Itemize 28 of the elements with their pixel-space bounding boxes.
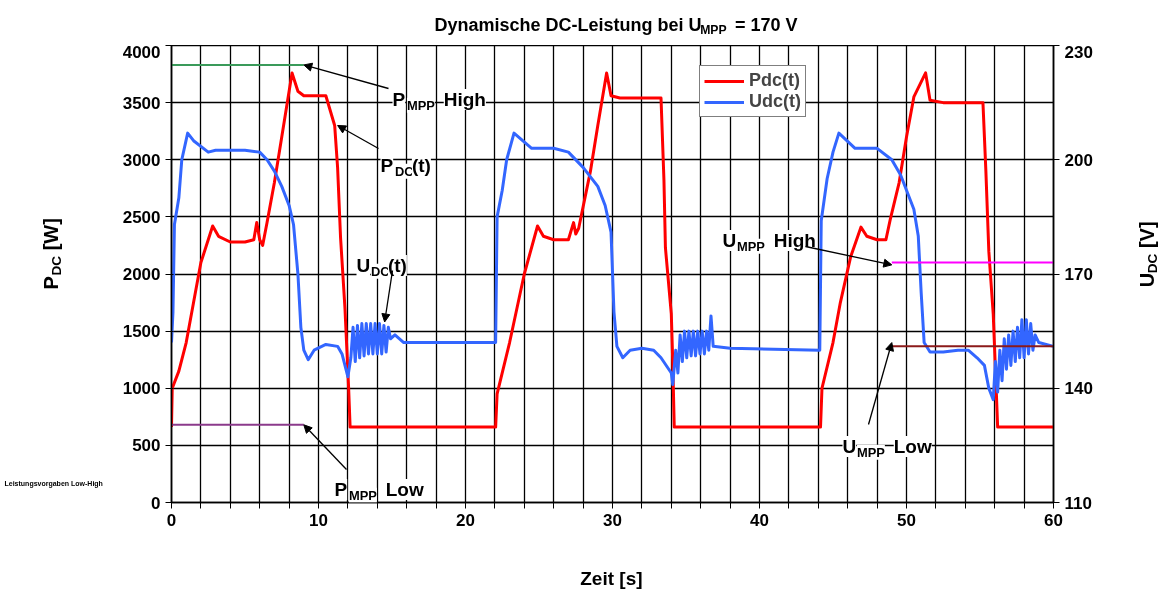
y2-tick-label: 230 bbox=[1064, 42, 1093, 62]
legend-label: Pdc(t) bbox=[749, 70, 800, 91]
line-series bbox=[171, 131, 1054, 402]
x-tick-label: 0 bbox=[166, 510, 177, 530]
x-tick-label: 40 bbox=[750, 510, 769, 530]
x-tick-label: 30 bbox=[603, 510, 622, 530]
y2-axis-title: UDC [V] bbox=[1135, 221, 1158, 288]
y2-tick-label: 170 bbox=[1064, 265, 1093, 284]
x-tick-label: 60 bbox=[1044, 510, 1063, 530]
y-tick-label: 0 bbox=[151, 493, 161, 513]
y-tick-label: 3500 bbox=[122, 93, 161, 113]
y-tick-label: 500 bbox=[132, 436, 161, 456]
x-tick-label: 10 bbox=[309, 510, 328, 530]
y2-tick-label: 110 bbox=[1064, 493, 1092, 513]
line-series bbox=[171, 71, 1054, 429]
y-tick-label: 2500 bbox=[122, 207, 161, 227]
y-tick-label: 3000 bbox=[122, 150, 161, 170]
y-tick-label: 2000 bbox=[122, 265, 161, 284]
y2-tick-label: 200 bbox=[1064, 150, 1093, 170]
legend-label: Udc(t) bbox=[749, 91, 801, 112]
y-tick-label: 1000 bbox=[122, 379, 161, 399]
x-tick-label: 50 bbox=[897, 510, 916, 530]
y-axis-title: PDC [W] bbox=[39, 218, 64, 290]
y2-tick-label: 140 bbox=[1064, 379, 1093, 399]
x-axis-title: Zeit [s] bbox=[580, 568, 643, 589]
y-tick-label: 4000 bbox=[122, 42, 161, 62]
x-tick-label: 20 bbox=[456, 510, 475, 530]
y-tick-label: 1500 bbox=[122, 322, 161, 342]
